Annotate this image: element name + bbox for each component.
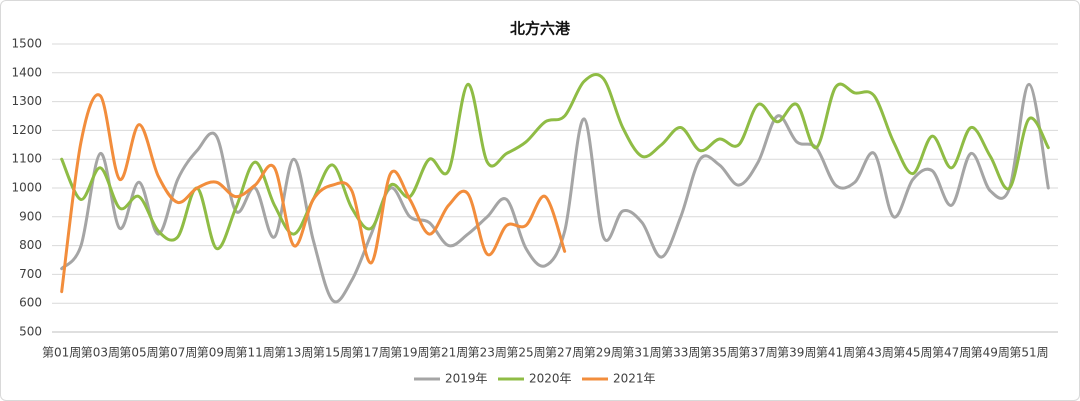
x-tick-label: 第01周: [42, 346, 81, 360]
x-tick-label: 第45周: [893, 346, 932, 360]
y-tick-label: 500: [19, 325, 42, 339]
x-tick-label: 第51周: [1009, 346, 1048, 360]
series-line: [60, 72, 1050, 250]
x-tick-label: 第43周: [855, 346, 894, 360]
x-tick-label: 第11周: [235, 346, 274, 360]
legend-label: 2020年: [529, 372, 572, 386]
legend-label: 2021年: [613, 372, 656, 386]
legend-label: 2019年: [445, 372, 488, 386]
x-tick-label: 第21周: [429, 346, 468, 360]
series-line: [60, 93, 567, 294]
x-tick-label: 第41周: [816, 346, 855, 360]
y-tick-label: 800: [19, 238, 42, 252]
x-tick-label: 第25周: [506, 346, 545, 360]
y-tick-label: 1000: [11, 181, 42, 195]
y-tick-label: 1500: [11, 37, 42, 51]
y-tick-label: 900: [19, 209, 42, 223]
x-tick-label: 第19周: [390, 346, 429, 360]
x-tick-label: 第39周: [777, 346, 816, 360]
x-tick-label: 第27周: [545, 346, 584, 360]
x-tick-label: 第31周: [622, 346, 661, 360]
x-tick-label: 第47周: [932, 346, 971, 360]
x-tick-label: 第37周: [738, 346, 777, 360]
x-tick-label: 第07周: [158, 346, 197, 360]
x-tick-label: 第49周: [971, 346, 1010, 360]
chart-title: 北方六港: [510, 20, 571, 38]
x-tick-label: 第35周: [700, 346, 739, 360]
x-tick-label: 第23周: [468, 346, 507, 360]
x-tick-label: 第09周: [197, 346, 236, 360]
x-tick-label: 第05周: [119, 346, 158, 360]
x-tick-label: 第15周: [313, 346, 352, 360]
y-tick-label: 600: [19, 296, 42, 310]
y-tick-label: 1400: [11, 65, 42, 79]
x-tick-label: 第13周: [274, 346, 313, 360]
y-tick-label: 1100: [11, 152, 42, 166]
x-tick-label: 第03周: [81, 346, 120, 360]
y-tick-label: 1200: [11, 123, 42, 137]
x-tick-label: 第29周: [584, 346, 623, 360]
x-tick-label: 第33周: [661, 346, 700, 360]
series-line: [60, 82, 1050, 304]
y-tick-label: 700: [19, 267, 42, 281]
x-tick-label: 第17周: [352, 346, 391, 360]
y-tick-label: 1300: [11, 94, 42, 108]
